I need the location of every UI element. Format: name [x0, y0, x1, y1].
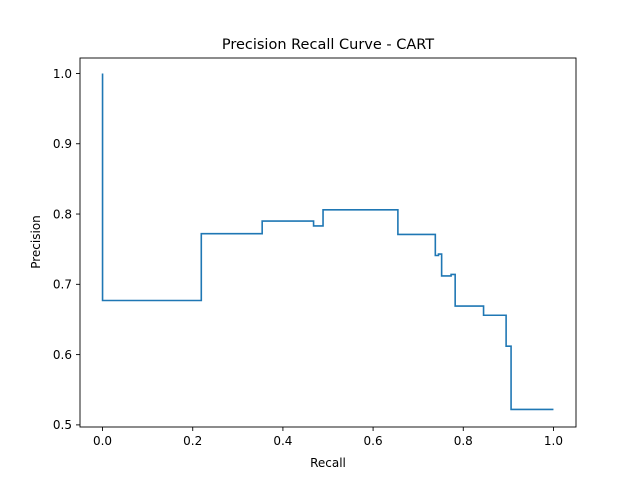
- y-tick-label: 1.0: [53, 67, 72, 81]
- y-axis-label: Precision: [29, 215, 43, 269]
- x-tick-label: 0.4: [273, 434, 292, 448]
- x-axis-label: Recall: [310, 456, 346, 470]
- plot-frame: [79, 57, 577, 428]
- plot-area: [79, 57, 577, 428]
- pr-curve-line-0: [101, 73, 554, 411]
- y-axis: 0.5 0.6 0.7 0.8 0.9 1.0: [53, 67, 80, 432]
- x-tick-label: 0.2: [183, 434, 202, 448]
- y-tick-label: 0.9: [53, 137, 72, 151]
- x-tick-label: 0.8: [454, 434, 473, 448]
- chart-title: Precision Recall Curve - CART: [222, 37, 434, 53]
- y-tick-label: 0.7: [53, 278, 72, 292]
- x-tick-label: 1.0: [544, 434, 563, 448]
- x-axis: 0.0 0.2 0.4 0.6 0.8 1.0: [93, 427, 563, 448]
- y-tick-label: 0.8: [53, 207, 72, 221]
- x-tick-label: 0.6: [364, 434, 383, 448]
- x-tick-label: 0.0: [93, 434, 112, 448]
- y-tick-label: 0.5: [53, 418, 72, 432]
- y-tick-label: 0.6: [53, 348, 72, 362]
